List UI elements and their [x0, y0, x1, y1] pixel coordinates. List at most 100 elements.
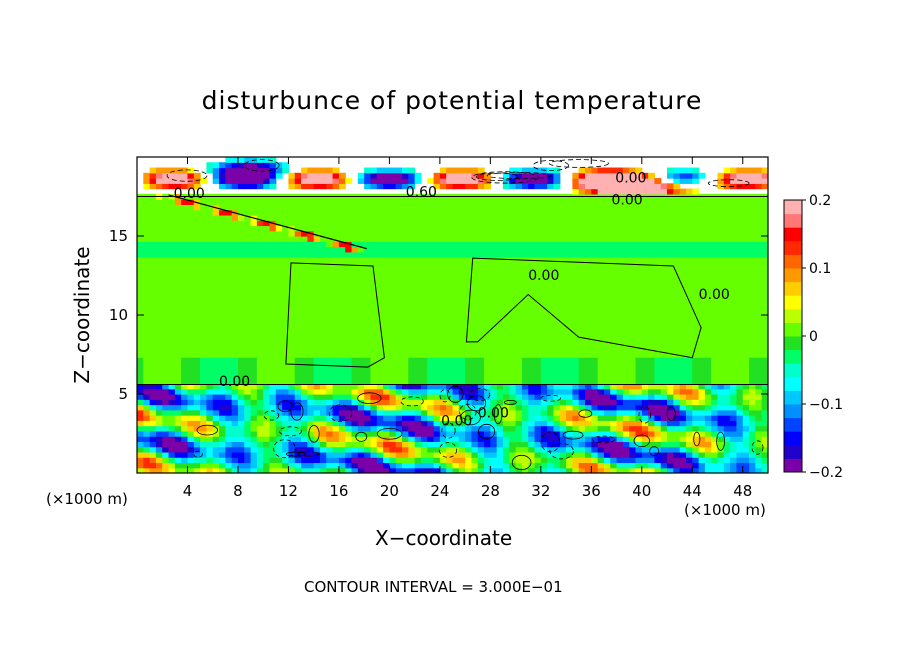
heatmap-cell: [332, 299, 340, 306]
heatmap-cell: [301, 283, 308, 290]
heatmap-cell: [345, 420, 353, 427]
heatmap-cell: [660, 309, 668, 316]
heatmap-cell: [149, 172, 157, 179]
heatmap-cell: [553, 330, 561, 337]
heatmap-cell: [338, 299, 346, 306]
heatmap-cell: [351, 199, 359, 205]
heatmap-cell: [622, 293, 630, 300]
heatmap-cell: [452, 451, 460, 458]
heatmap-cell: [420, 367, 428, 374]
heatmap-cell: [484, 336, 491, 342]
heatmap-cell: [364, 262, 372, 269]
heatmap-cell: [446, 257, 454, 263]
heatmap-cell: [641, 299, 649, 306]
heatmap-cell: [477, 383, 485, 390]
heatmap-cell: [168, 320, 176, 327]
heatmap-cell: [446, 430, 454, 437]
heatmap-cell: [275, 209, 283, 216]
heatmap-cell: [155, 309, 163, 316]
heatmap-cell: [597, 336, 605, 342]
heatmap-cell: [294, 199, 302, 205]
heatmap-cell: [635, 315, 643, 321]
heatmap-cell: [591, 441, 599, 448]
heatmap-cell: [471, 246, 479, 253]
heatmap-cell: [673, 309, 681, 316]
heatmap-cell: [376, 288, 384, 295]
heatmap-cell: [313, 446, 321, 453]
heatmap-cell: [357, 320, 365, 327]
heatmap-cell: [566, 225, 573, 232]
heatmap-cell: [452, 372, 460, 379]
heatmap-cell: [622, 246, 630, 253]
heatmap-cell: [383, 415, 390, 421]
heatmap-cell: [616, 214, 624, 221]
heatmap-cell: [301, 399, 308, 406]
heatmap-cell: [433, 357, 441, 363]
heatmap-cell: [155, 467, 163, 473]
heatmap-cell: [439, 325, 447, 332]
heatmap-cell: [395, 467, 403, 473]
heatmap-cell: [420, 214, 428, 221]
heatmap-cell: [408, 225, 416, 232]
heatmap-cell: [572, 257, 580, 263]
heatmap-cell: [256, 236, 264, 242]
heatmap-cell: [395, 341, 403, 348]
heatmap-cell: [591, 251, 599, 258]
heatmap-cell: [578, 336, 586, 342]
heatmap-cell: [351, 362, 359, 369]
heatmap-cell: [294, 367, 302, 374]
heatmap-cell: [206, 441, 214, 448]
heatmap-cell: [206, 272, 214, 279]
heatmap-cell: [427, 346, 435, 353]
heatmap-cell: [338, 178, 346, 184]
heatmap-cell: [547, 399, 555, 406]
heatmap-cell: [326, 272, 334, 279]
heatmap-cell: [137, 351, 144, 358]
heatmap-cell: [237, 409, 245, 416]
heatmap-cell: [370, 309, 378, 316]
heatmap-cell: [313, 183, 321, 190]
heatmap-cell: [364, 178, 372, 184]
heatmap-cell: [338, 367, 346, 374]
heatmap-cell: [301, 378, 308, 385]
heatmap-cell: [269, 346, 277, 353]
heatmap-cell: [219, 199, 226, 205]
heatmap-cell: [364, 209, 372, 216]
heatmap-cell: [187, 325, 195, 332]
heatmap-cell: [509, 394, 517, 400]
heatmap-cell: [256, 220, 264, 227]
heatmap-cell: [357, 236, 365, 242]
heatmap-cell: [420, 199, 428, 205]
heatmap-cell: [496, 446, 504, 453]
heatmap-cell: [667, 214, 674, 221]
heatmap-cell: [193, 341, 201, 348]
heatmap-cell: [572, 362, 580, 369]
heatmap-cell: [566, 441, 573, 448]
heatmap-cell: [155, 383, 163, 390]
heatmap-cell: [383, 172, 390, 179]
heatmap-cell: [143, 383, 151, 390]
heatmap-cell: [679, 188, 687, 195]
heatmap-cell: [206, 357, 214, 363]
heatmap-cell: [237, 372, 245, 379]
heatmap-cell: [294, 241, 302, 248]
heatmap-cell: [591, 278, 599, 284]
heatmap-cell: [553, 320, 561, 327]
heatmap-cell: [162, 220, 170, 227]
heatmap-cell: [585, 388, 592, 395]
heatmap-cell: [547, 214, 555, 221]
heatmap-cell: [168, 241, 176, 248]
heatmap-cell: [547, 425, 555, 432]
heatmap-cell: [313, 441, 321, 448]
heatmap-cell: [351, 404, 359, 411]
heatmap-cell: [679, 172, 687, 179]
heatmap-cell: [212, 257, 220, 263]
heatmap-cell: [465, 183, 473, 190]
heatmap-cell: [547, 430, 555, 437]
heatmap-cell: [446, 283, 454, 290]
heatmap-cell: [137, 372, 144, 379]
heatmap-cell: [408, 399, 416, 406]
heatmap-cell: [654, 451, 662, 458]
heatmap-cell: [465, 467, 473, 473]
heatmap-cell: [174, 378, 182, 385]
